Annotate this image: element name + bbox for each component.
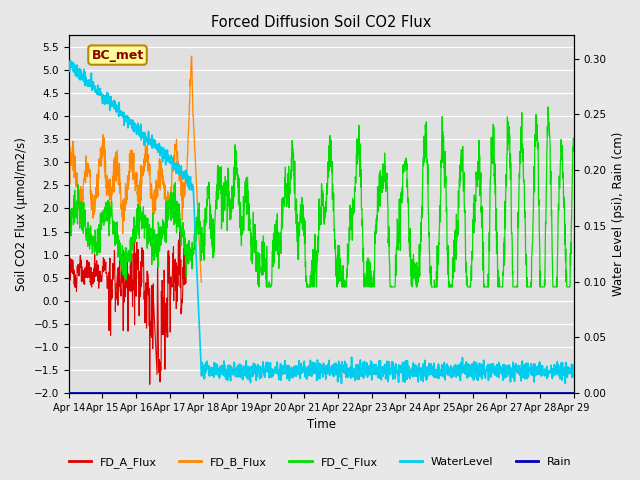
FD_C_Flux — [255, 284, 262, 290]
WaterLevel — [556, 372, 563, 378]
FD_C_Flux — [556, 183, 563, 189]
WaterLevel — [556, 373, 563, 379]
Y-axis label: Soil CO2 Flux (μmol/m2/s): Soil CO2 Flux (μmol/m2/s) — [15, 137, 28, 291]
Rain — [555, 390, 563, 396]
Line: FD_B_Flux: FD_B_Flux — [68, 56, 201, 282]
FD_C_Flux — [570, 138, 577, 144]
WaterLevel — [91, 83, 99, 89]
Line: FD_A_Flux: FD_A_Flux — [68, 226, 186, 384]
WaterLevel — [297, 370, 305, 375]
Rain — [297, 390, 305, 396]
WaterLevel — [463, 369, 470, 375]
FD_B_Flux — [91, 192, 99, 198]
FD_C_Flux — [310, 279, 318, 285]
Text: BC_met: BC_met — [92, 48, 143, 61]
Title: Forced Diffusion Soil CO2 Flux: Forced Diffusion Soil CO2 Flux — [211, 15, 431, 30]
WaterLevel — [570, 373, 577, 379]
WaterLevel — [338, 381, 346, 386]
FD_C_Flux — [91, 250, 99, 255]
Rain — [310, 390, 318, 396]
Rain — [463, 390, 470, 396]
X-axis label: Time: Time — [307, 419, 335, 432]
FD_B_Flux — [65, 163, 72, 168]
FD_A_Flux — [91, 263, 99, 269]
Rain — [91, 390, 99, 396]
WaterLevel — [67, 58, 74, 63]
WaterLevel — [310, 371, 318, 376]
Line: WaterLevel: WaterLevel — [68, 60, 573, 384]
Legend: FD_A_Flux, FD_B_Flux, FD_C_Flux, WaterLevel, Rain: FD_A_Flux, FD_B_Flux, FD_C_Flux, WaterLe… — [64, 452, 576, 472]
FD_A_Flux — [65, 276, 72, 282]
FD_C_Flux — [463, 282, 470, 288]
FD_C_Flux — [544, 104, 552, 110]
FD_C_Flux — [297, 204, 305, 210]
Line: FD_C_Flux: FD_C_Flux — [68, 107, 573, 287]
FD_C_Flux — [556, 173, 563, 179]
Y-axis label: Water Level (psi), Rain (cm): Water Level (psi), Rain (cm) — [612, 132, 625, 297]
FD_C_Flux — [65, 237, 72, 243]
Rain — [65, 390, 72, 396]
Rain — [555, 390, 563, 396]
Rain — [570, 390, 577, 396]
WaterLevel — [65, 60, 72, 65]
